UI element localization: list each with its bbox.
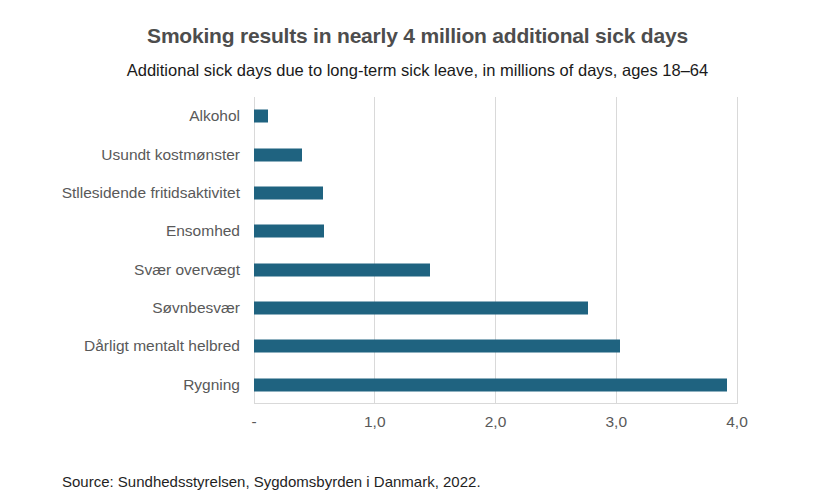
category-label: Ensomhed — [0, 222, 254, 240]
bar-track — [254, 289, 737, 327]
bar-track — [254, 327, 737, 365]
bar-row: Ensomhed — [0, 212, 737, 250]
category-label: Stllesidende fritidsaktivitet — [0, 184, 254, 202]
bar-row: Alkohol — [0, 97, 737, 135]
bar-row: Svær overvægt — [0, 251, 737, 289]
category-label: Alkohol — [0, 107, 254, 125]
bar — [254, 302, 588, 315]
bar-row: Usundt kostmønster — [0, 135, 737, 173]
source-note: Source: Sundhedsstyrelsen, Sygdomsbyrden… — [62, 473, 481, 490]
x-tick-label: 1,0 — [364, 413, 386, 431]
x-tick-label: 4,0 — [726, 413, 748, 431]
bar — [254, 263, 430, 276]
category-label: Rygning — [0, 376, 254, 394]
bar-row: Dårligt mentalt helbred — [0, 327, 737, 365]
bar-row: Stllesidende fritidsaktivitet — [0, 174, 737, 212]
bar — [254, 186, 323, 199]
bar — [254, 378, 727, 391]
bar — [254, 340, 620, 353]
x-tick-label: 2,0 — [485, 413, 507, 431]
category-label: Usundt kostmønster — [0, 146, 254, 164]
bar — [254, 148, 302, 161]
x-axis-ticks: -1,02,03,04,0 — [254, 413, 737, 435]
bar-track — [254, 212, 737, 250]
bar-track — [254, 251, 737, 289]
bar-row: Rygning — [0, 366, 737, 404]
x-tick-label: 3,0 — [605, 413, 627, 431]
bar — [254, 225, 324, 238]
chart-subtitle: Additional sick days due to long-term si… — [0, 61, 835, 80]
bar — [254, 110, 268, 123]
bar-track — [254, 366, 737, 404]
category-label: Søvnbesvær — [0, 299, 254, 317]
category-label: Dårligt mentalt helbred — [0, 337, 254, 355]
chart-canvas: Smoking results in nearly 4 million addi… — [0, 0, 835, 501]
bar-track — [254, 135, 737, 173]
chart-title: Smoking results in nearly 4 million addi… — [0, 24, 835, 48]
x-tick-label: - — [251, 413, 256, 431]
bar-row: Søvnbesvær — [0, 289, 737, 327]
category-label: Svær overvægt — [0, 261, 254, 279]
bar-chart: Alkohol Usundt kostmønster Stllesidende fr… — [0, 97, 737, 404]
bar-track — [254, 174, 737, 212]
bar-track — [254, 97, 737, 135]
